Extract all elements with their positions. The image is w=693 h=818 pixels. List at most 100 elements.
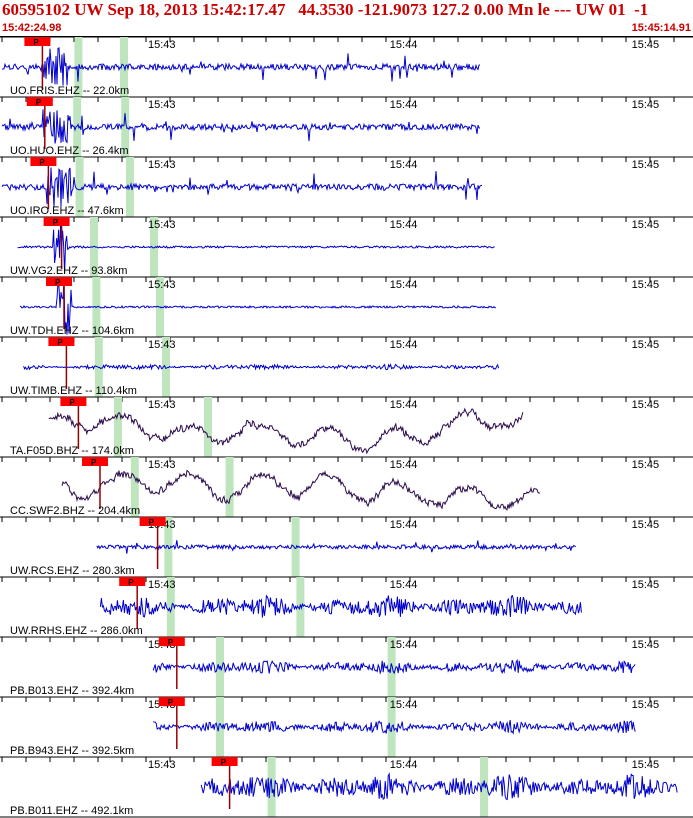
analysis-window xyxy=(166,577,175,637)
p-pick-label: P xyxy=(33,38,39,47)
p-pick-label: P xyxy=(221,758,227,767)
waveform-trace xyxy=(48,407,524,455)
end-time: 15:45:14.91 xyxy=(631,22,691,34)
time-label: 15:45 xyxy=(632,339,660,351)
seismogram-plot: 15:43 15:44 15:45 P UO.FRIS.EHZ -- 22.0km 15:… xyxy=(0,37,693,818)
p-pick-flag xyxy=(119,577,146,586)
p-pick-label: P xyxy=(53,218,59,227)
time-label: 15:44 xyxy=(390,399,418,411)
time-label: 15:44 xyxy=(390,339,418,351)
time-label: 15:43 xyxy=(148,279,176,291)
time-label: 15:43 xyxy=(148,459,176,471)
p-pick-flag xyxy=(30,157,57,166)
waveform-trace xyxy=(19,278,497,335)
analysis-window xyxy=(114,397,122,457)
analysis-window xyxy=(130,457,139,517)
waveform-trace xyxy=(1,167,483,207)
station-label: UW.VG2.EHZ -- 93.8km xyxy=(10,265,127,277)
p-pick-flag xyxy=(139,517,166,526)
time-label: 15:45 xyxy=(632,459,660,471)
p-pick-label: P xyxy=(91,458,97,467)
station-label: UW.RRHS.EHZ -- 286.0km xyxy=(10,625,143,637)
analysis-window xyxy=(225,457,234,517)
analysis-window xyxy=(162,337,170,397)
time-label: 15:43 xyxy=(148,399,176,411)
time-label: 15:43 xyxy=(148,759,176,771)
time-label: 15:43 xyxy=(148,339,176,351)
time-label: 15:45 xyxy=(632,759,660,771)
p-pick-flag xyxy=(158,637,185,646)
time-label: 15:43 xyxy=(148,579,176,591)
waveform-trace xyxy=(17,221,495,274)
waveform-trace xyxy=(1,47,481,86)
waveform-trace xyxy=(153,719,636,735)
waveform-trace xyxy=(99,594,582,618)
time-label: 15:45 xyxy=(632,159,660,171)
station-label: UO.IRO.EHZ -- 47.6km xyxy=(10,205,124,217)
p-pick-flag xyxy=(43,217,70,226)
analysis-window xyxy=(75,157,84,217)
time-label: 15:43 xyxy=(148,159,176,171)
time-label: 15:45 xyxy=(632,699,660,711)
analysis-window xyxy=(480,757,488,817)
waveform-trace xyxy=(96,540,576,554)
p-pick-flag xyxy=(211,757,238,766)
time-label: 15:45 xyxy=(632,39,660,51)
station-label: UW.TIMB.EHZ -- 110.4km xyxy=(10,385,137,397)
time-label: 15:44 xyxy=(390,39,418,51)
time-label: 15:45 xyxy=(632,279,660,291)
p-pick-label: P xyxy=(168,638,174,647)
p-pick-label: P xyxy=(39,158,45,167)
analysis-window xyxy=(387,637,396,697)
event-title: 60595102 UW Sep 18, 2013 15:42:17.47 44.… xyxy=(2,0,649,19)
time-label: 15:44 xyxy=(390,759,418,771)
analysis-window xyxy=(73,97,82,157)
p-pick-label: P xyxy=(168,698,174,707)
time-label: 15:45 xyxy=(632,639,660,651)
p-pick-flag xyxy=(48,337,75,346)
analysis-window xyxy=(121,97,130,157)
time-label: 15:45 xyxy=(632,399,660,411)
time-label: 15:44 xyxy=(390,699,418,711)
time-label: 15:44 xyxy=(390,459,418,471)
time-label: 15:44 xyxy=(390,159,418,171)
analysis-window xyxy=(90,217,98,277)
p-pick-label: P xyxy=(69,398,75,407)
analysis-window xyxy=(291,517,300,577)
time-label: 15:44 xyxy=(390,99,418,111)
time-label: 15:45 xyxy=(632,579,660,591)
waveform-trace xyxy=(200,772,678,801)
p-pick-label: P xyxy=(55,278,61,287)
station-label: UW.RCS.EHZ -- 280.3km xyxy=(10,565,135,577)
p-pick-flag xyxy=(26,97,53,106)
station-label: UO.HUO.EHZ -- 26.4km xyxy=(10,145,129,157)
time-label: 15:44 xyxy=(390,519,418,531)
time-label: 15:44 xyxy=(390,219,418,231)
station-label: PB.B943.EHZ -- 392.5km xyxy=(10,745,134,757)
time-label: 15:44 xyxy=(390,279,418,291)
station-label: UW.TDH.EHZ -- 104.6km xyxy=(10,325,134,337)
station-label: UO.FRIS.EHZ -- 22.0km xyxy=(10,85,129,97)
time-label: 15:43 xyxy=(148,99,176,111)
analysis-window xyxy=(204,397,212,457)
start-time: 15:42:24.98 xyxy=(2,22,62,34)
time-label: 15:45 xyxy=(632,519,660,531)
station-label: TA.F05D.BHZ -- 174.0km xyxy=(10,445,134,457)
station-label: PB.B013.EHZ -- 392.4km xyxy=(10,685,134,697)
time-label: 15:43 xyxy=(148,39,176,51)
time-label: 15:44 xyxy=(390,579,418,591)
header-bar: 60595102 UW Sep 18, 2013 15:42:17.47 44.… xyxy=(0,0,693,37)
waveform-trace xyxy=(61,469,541,511)
waveform-trace xyxy=(152,658,636,675)
time-label: 15:44 xyxy=(390,639,418,651)
waveform-trace xyxy=(23,363,500,371)
analysis-window xyxy=(150,217,158,277)
time-label: 15:45 xyxy=(632,99,660,111)
waveform-trace xyxy=(1,109,481,144)
p-pick-flag xyxy=(46,277,72,286)
p-pick-label: P xyxy=(149,518,155,527)
p-pick-label: P xyxy=(57,338,63,347)
p-pick-label: P xyxy=(128,578,134,587)
analysis-window xyxy=(296,577,305,637)
p-pick-flag xyxy=(158,697,185,706)
